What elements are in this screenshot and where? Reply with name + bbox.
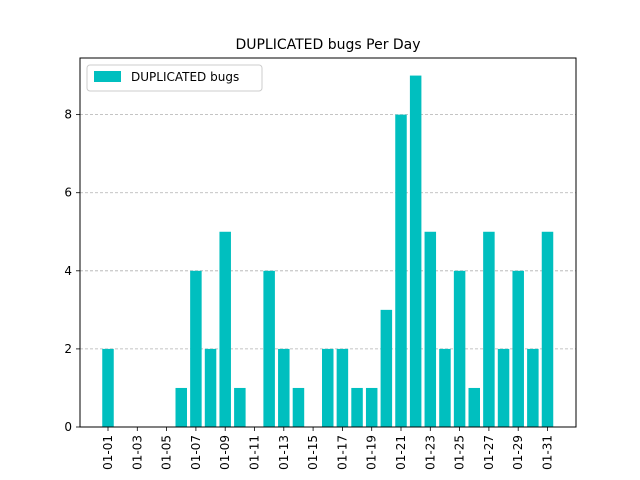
legend-label: DUPLICATED bugs — [131, 70, 239, 84]
bar-01-19 — [365, 387, 378, 427]
x-tick-label: 01-29 — [511, 435, 525, 470]
bar-01-10 — [234, 387, 246, 427]
plot-frame — [79, 57, 577, 428]
x-axis-ticks: 01-01 01-03 01-05 01-07 01-09 01-11 01-13 01-15… — [101, 427, 555, 470]
bar-01-30 — [527, 348, 539, 427]
y-axis-ticks: 0 2 4 6 8 — [64, 108, 80, 434]
bar-01-17 — [336, 348, 349, 427]
x-tick-label: 01-11 — [248, 435, 262, 470]
x-tick-label: 01-23 — [423, 435, 437, 470]
x-tick-label: 01-07 — [189, 435, 203, 470]
chart-title: DUPLICATED bugs Per Day — [235, 37, 420, 53]
bar-01-16 — [322, 348, 334, 427]
legend: DUPLICATED bugs — [86, 64, 263, 92]
bar-01-31 — [541, 231, 554, 427]
x-tick-label: 01-15 — [306, 435, 320, 470]
bar-01-14 — [292, 387, 305, 427]
bar-01-23 — [424, 231, 437, 427]
bar-01-01 — [102, 348, 114, 427]
bars — [102, 75, 554, 428]
x-tick-label: 01-17 — [335, 435, 349, 470]
bar-01-06 — [175, 387, 187, 427]
legend-box — [86, 64, 263, 92]
bar-01-29 — [512, 270, 524, 427]
x-tick-label: 01-25 — [453, 435, 467, 470]
y-tick-label: 0 — [64, 420, 72, 434]
y-tick-label: 4 — [64, 264, 72, 278]
x-tick-label: 01-21 — [394, 435, 408, 470]
bar-01-24 — [439, 348, 451, 427]
x-tick-label: 01-03 — [130, 435, 144, 470]
bar-01-09 — [219, 231, 231, 427]
x-tick-label: 01-09 — [218, 435, 232, 470]
bar-01-28 — [497, 348, 510, 427]
x-tick-label: 01-13 — [277, 435, 291, 470]
bar-01-13 — [278, 348, 290, 427]
bar-01-25 — [453, 270, 466, 427]
bar-01-26 — [468, 387, 480, 427]
x-tick-label: 01-27 — [482, 435, 496, 470]
bar-01-22 — [409, 75, 422, 428]
y-tick-label: 6 — [64, 186, 72, 200]
x-tick-label: 01-01 — [101, 435, 115, 470]
bar-01-12 — [263, 270, 275, 427]
bar-01-21 — [395, 114, 407, 427]
y-tick-label: 2 — [64, 342, 72, 356]
bar-01-07 — [190, 270, 202, 427]
bar-01-08 — [204, 348, 217, 427]
x-tick-label: 01-19 — [365, 435, 379, 470]
bar-01-18 — [351, 387, 363, 427]
x-tick-label: 01-31 — [541, 435, 555, 470]
x-tick-label: 01-05 — [160, 435, 174, 470]
bar-01-27 — [483, 231, 495, 427]
y-tick-label: 8 — [64, 108, 72, 122]
bar-01-20 — [380, 309, 393, 427]
legend-swatch — [94, 71, 121, 82]
